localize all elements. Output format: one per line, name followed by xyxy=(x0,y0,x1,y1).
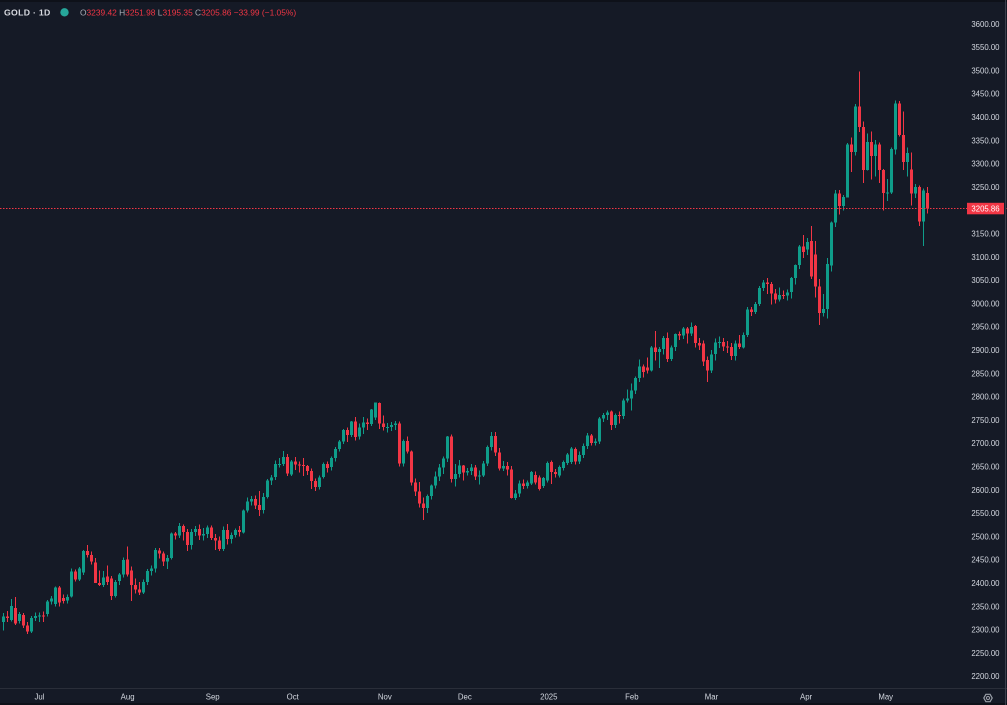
svg-text:3205.86: 3205.86 xyxy=(971,204,999,213)
svg-text:Feb: Feb xyxy=(625,693,639,702)
svg-text:3550.00: 3550.00 xyxy=(971,43,1000,52)
svg-text:2025: 2025 xyxy=(540,693,558,702)
svg-text:2750.00: 2750.00 xyxy=(971,416,1000,425)
svg-text:2850.00: 2850.00 xyxy=(971,369,1000,378)
svg-text:2250.00: 2250.00 xyxy=(971,649,1000,658)
svg-text:Sep: Sep xyxy=(206,693,221,702)
svg-text:3100.00: 3100.00 xyxy=(971,253,1000,262)
svg-text:Aug: Aug xyxy=(121,693,135,702)
svg-text:3450.00: 3450.00 xyxy=(971,90,1000,99)
svg-text:3600.00: 3600.00 xyxy=(971,20,1000,29)
svg-text:3500.00: 3500.00 xyxy=(971,66,1000,75)
svg-text:Jul: Jul xyxy=(35,693,45,702)
svg-text:2350.00: 2350.00 xyxy=(971,602,1000,611)
svg-text:2650.00: 2650.00 xyxy=(971,463,1000,472)
svg-text:Apr: Apr xyxy=(800,693,813,702)
svg-text:O3239.42 H3251.98 L3195.35 C32: O3239.42 H3251.98 L3195.35 C3205.86 −33.… xyxy=(80,7,296,17)
svg-text:2550.00: 2550.00 xyxy=(971,509,1000,518)
svg-text:2300.00: 2300.00 xyxy=(971,626,1000,635)
svg-text:Mar: Mar xyxy=(705,693,719,702)
svg-text:3150.00: 3150.00 xyxy=(971,230,1000,239)
svg-text:3400.00: 3400.00 xyxy=(971,113,1000,122)
svg-text:2700.00: 2700.00 xyxy=(971,439,1000,448)
svg-text:Nov: Nov xyxy=(378,693,392,702)
svg-text:GOLD · 1D: GOLD · 1D xyxy=(4,7,51,17)
svg-text:2200.00: 2200.00 xyxy=(971,672,1000,681)
svg-text:Dec: Dec xyxy=(458,693,472,702)
svg-text:2600.00: 2600.00 xyxy=(971,486,1000,495)
svg-text:May: May xyxy=(878,693,893,702)
svg-text:Oct: Oct xyxy=(287,693,300,702)
svg-text:3350.00: 3350.00 xyxy=(971,136,1000,145)
svg-text:2900.00: 2900.00 xyxy=(971,346,1000,355)
svg-text:3000.00: 3000.00 xyxy=(971,299,1000,308)
svg-text:3300.00: 3300.00 xyxy=(971,160,1000,169)
svg-text:2400.00: 2400.00 xyxy=(971,579,1000,588)
svg-text:2500.00: 2500.00 xyxy=(971,532,1000,541)
svg-text:3250.00: 3250.00 xyxy=(971,183,1000,192)
svg-text:2800.00: 2800.00 xyxy=(971,393,1000,402)
svg-text:3050.00: 3050.00 xyxy=(971,276,1000,285)
svg-text:2450.00: 2450.00 xyxy=(971,556,1000,565)
svg-text:2950.00: 2950.00 xyxy=(971,323,1000,332)
